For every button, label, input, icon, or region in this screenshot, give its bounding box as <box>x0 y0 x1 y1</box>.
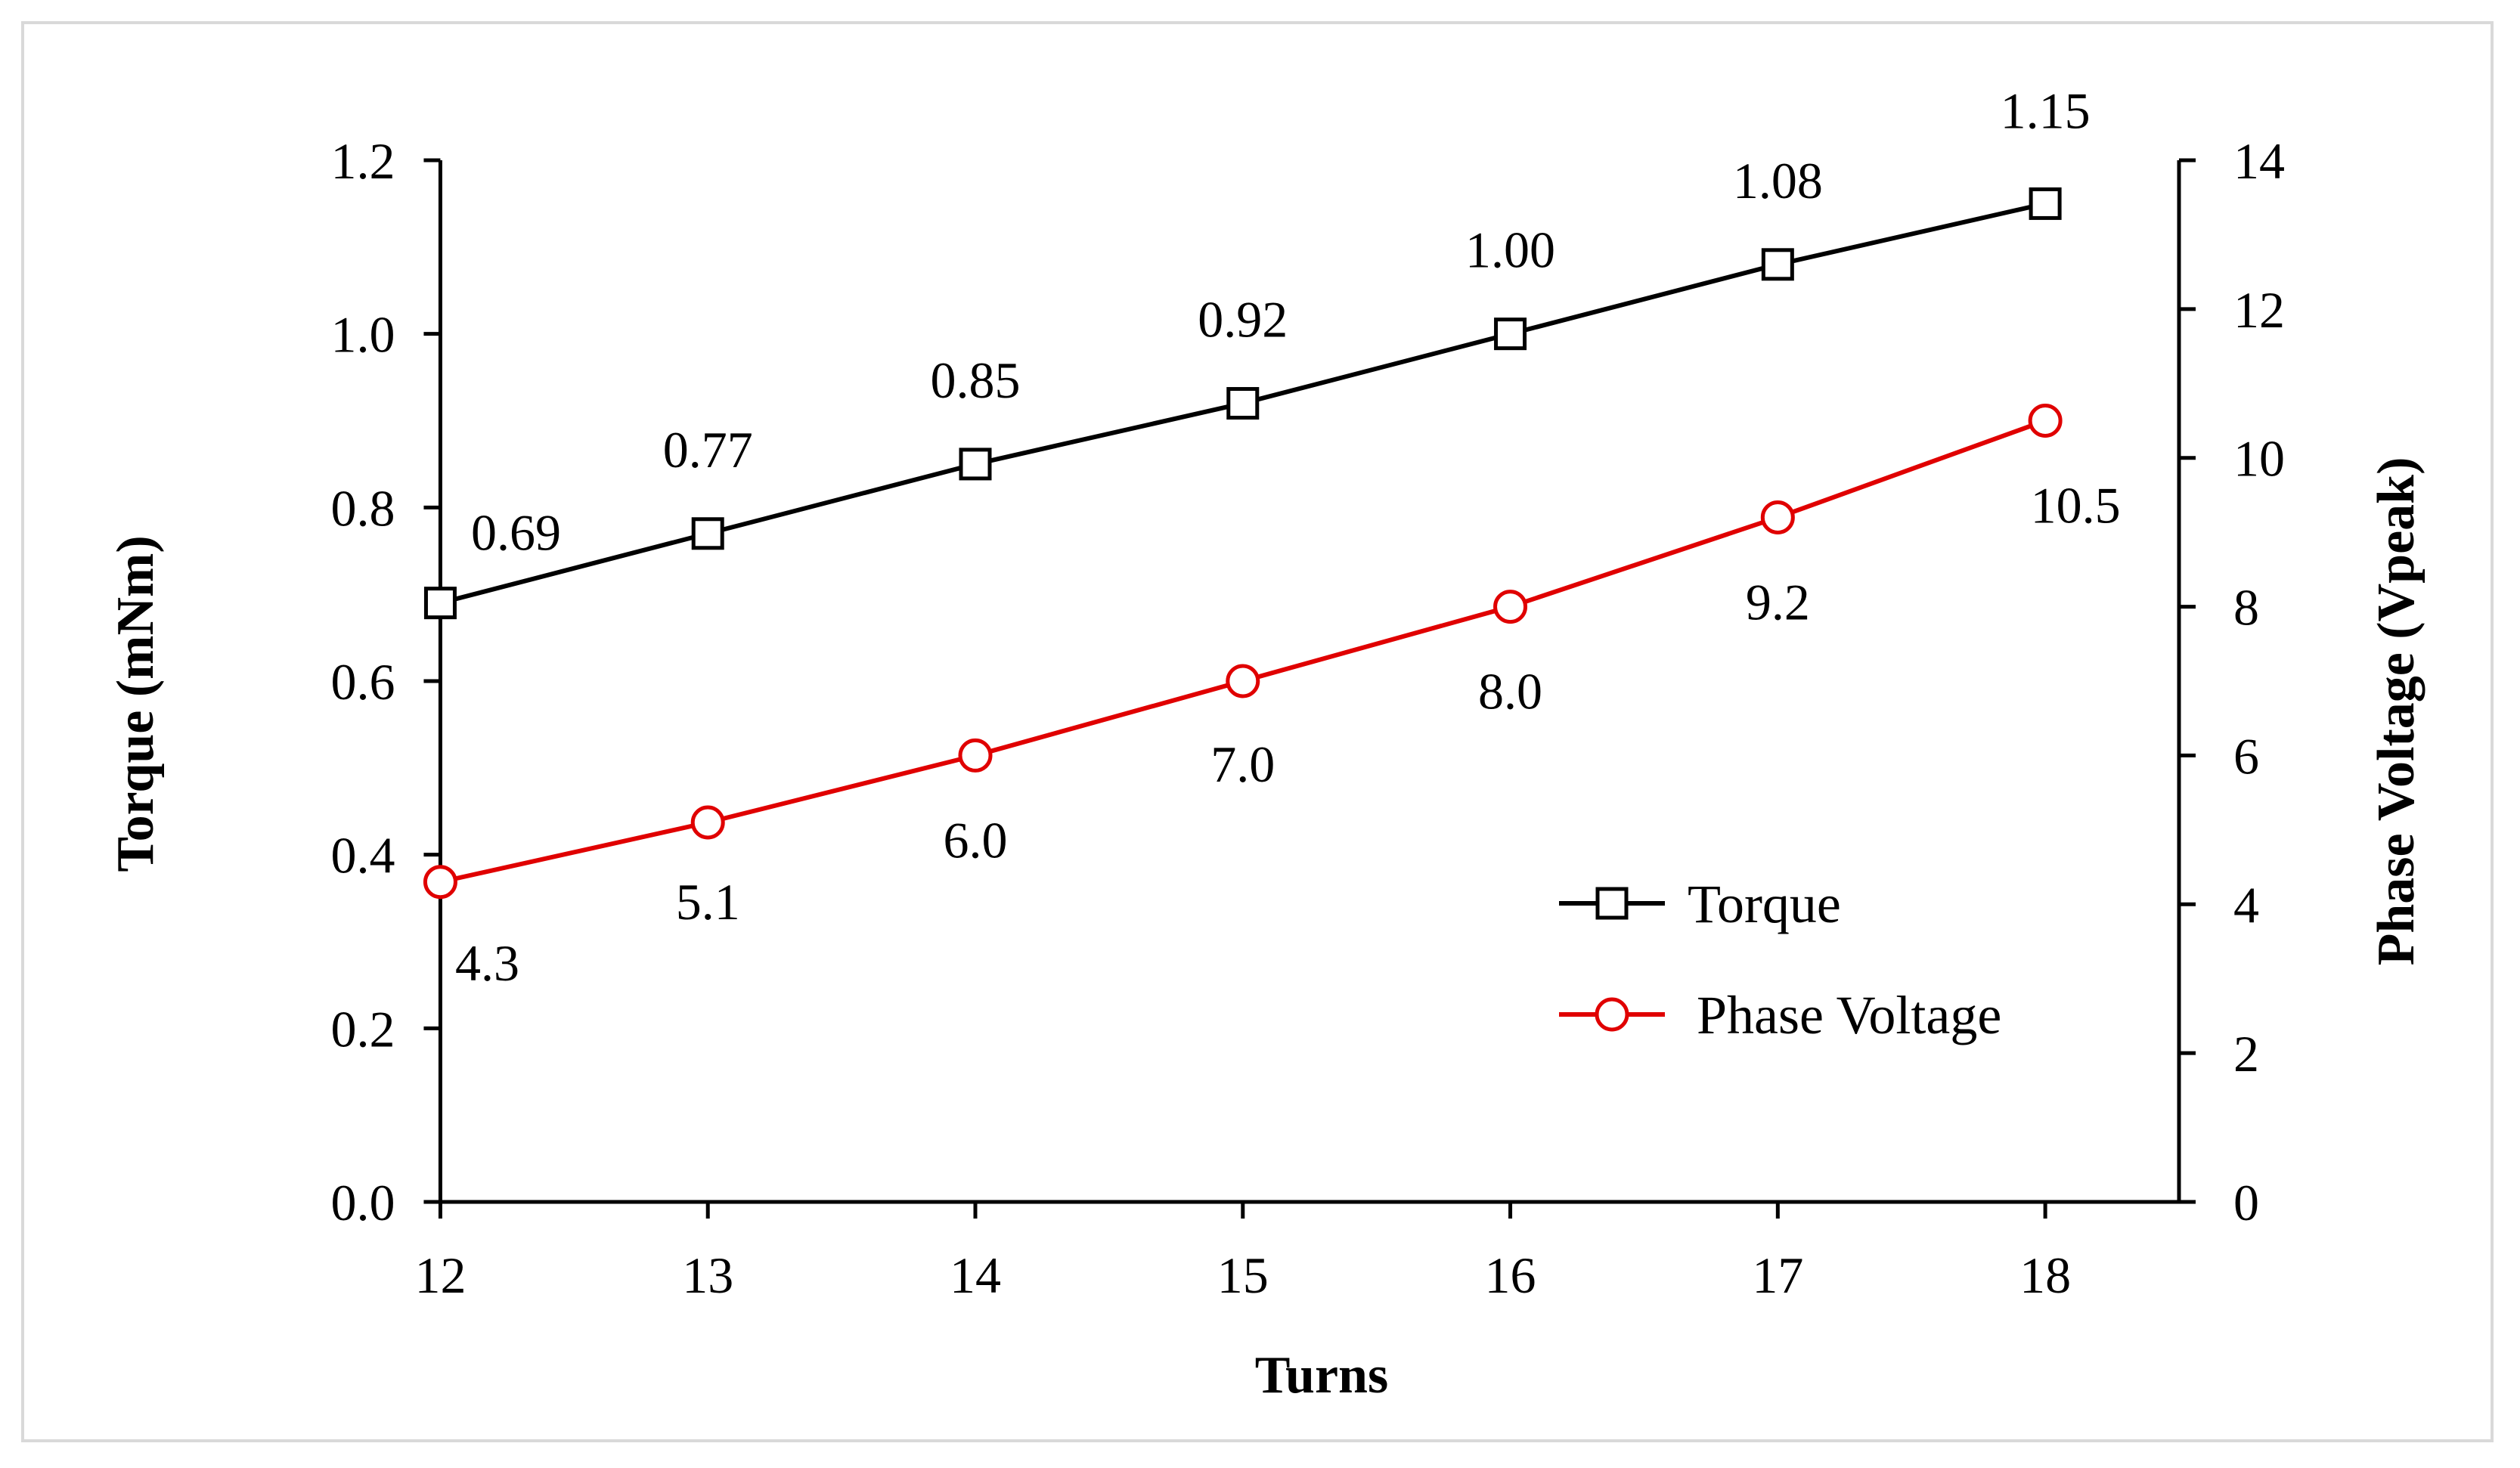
data-label: 8.0 <box>1478 663 1542 720</box>
y2-tick-label: 0 <box>2233 1174 2259 1231</box>
data-point <box>423 865 457 900</box>
legend-label: Torque <box>1688 874 1841 934</box>
y2-tick-label: 2 <box>2233 1025 2259 1082</box>
data-label: 4.3 <box>455 934 519 992</box>
y-tick-label: 0.8 <box>330 479 395 537</box>
data-point <box>690 805 725 840</box>
data-point <box>959 448 992 481</box>
data-label: 0.77 <box>663 421 753 478</box>
x-tick-label: 13 <box>682 1247 733 1304</box>
y-tick-label: 0.6 <box>330 653 395 711</box>
y-tick-label: 1.0 <box>330 306 395 364</box>
x-tick-label: 17 <box>1752 1247 1803 1304</box>
series-line-phase-voltage <box>439 418 2047 884</box>
data-point <box>423 587 457 620</box>
legend-label: Phase Voltage <box>1697 985 2001 1045</box>
y-tick-label: 1.2 <box>330 132 395 190</box>
data-point <box>1761 248 1794 281</box>
x-tick-label: 18 <box>2019 1247 2071 1304</box>
x-tick-label: 15 <box>1217 1247 1269 1304</box>
data-label: 9.2 <box>1746 573 1810 630</box>
data-label: 10.5 <box>2031 477 2121 534</box>
data-label: 6.0 <box>944 811 1008 869</box>
data-point <box>1226 664 1260 698</box>
data-point <box>2029 187 2062 220</box>
x-tick-label: 16 <box>1485 1247 1536 1304</box>
chart-svg: 0.0 0.2 0.4 0.6 0.8 1.0 1.2 0 2 4 6 8 10 12 14 12 13 14 15… <box>107 82 2425 1405</box>
legend-marker <box>1595 997 1629 1032</box>
series-layer <box>423 187 2063 900</box>
legend: Torque Phase Voltage <box>1559 874 2001 1045</box>
x-axis-title: Turns <box>1255 1346 1388 1405</box>
data-point <box>1493 590 1528 624</box>
legend-marker <box>1595 887 1629 920</box>
y2-tick-label: 8 <box>2233 579 2259 636</box>
data-label: 5.1 <box>676 873 740 931</box>
x-tick-label: 14 <box>950 1247 1001 1304</box>
data-point <box>958 738 993 773</box>
y-tick-label: 0.2 <box>330 1000 395 1058</box>
data-label: 0.85 <box>931 352 1021 409</box>
data-label: 0.69 <box>471 504 561 562</box>
data-label: 1.08 <box>1733 152 1823 209</box>
y2-tick-label: 10 <box>2233 430 2285 488</box>
data-label: 1.00 <box>1465 221 1555 279</box>
y2-axis-title: Phase Voltage (Vpeak) <box>2367 457 2425 966</box>
data-point <box>2028 404 2063 438</box>
data-label: 7.0 <box>1210 736 1275 793</box>
data-label: 1.15 <box>2001 82 2091 139</box>
y-tick-label: 0.4 <box>330 827 395 884</box>
data-label: 0.92 <box>1198 291 1288 348</box>
data-point <box>1226 387 1260 420</box>
axes-layer: 0.0 0.2 0.4 0.6 0.8 1.0 1.2 0 2 4 6 8 10 12 14 12 13 14 15… <box>330 132 2285 1304</box>
y2-tick-label: 14 <box>2233 132 2285 190</box>
x-tick-label: 12 <box>414 1247 466 1304</box>
labels-layer: 0.69 0.77 0.85 0.92 1.00 1.08 1.15 4.3 5.1 6.0 7.0… <box>455 82 2121 991</box>
y2-tick-label: 6 <box>2233 727 2259 785</box>
data-point <box>1494 317 1527 351</box>
y2-tick-label: 12 <box>2233 281 2285 339</box>
data-point <box>1760 500 1795 534</box>
y-axis-title: Torque (mNm) <box>107 535 165 872</box>
y2-tick-label: 4 <box>2233 876 2259 934</box>
y-tick-label: 0.0 <box>330 1174 395 1231</box>
data-point <box>691 517 724 550</box>
chart-frame: 0.0 0.2 0.4 0.6 0.8 1.0 1.2 0 2 4 6 8 10 12 14 12 13 14 15… <box>21 21 2494 1442</box>
